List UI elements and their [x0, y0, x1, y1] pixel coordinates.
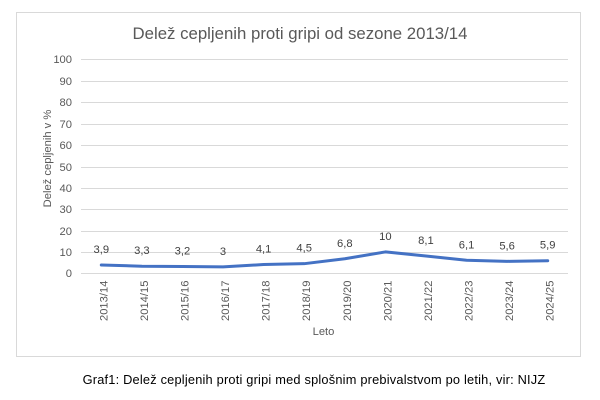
svg-text:10: 10 — [379, 231, 391, 243]
svg-text:6,1: 6,1 — [459, 239, 475, 251]
svg-text:5,9: 5,9 — [540, 240, 556, 252]
svg-text:10: 10 — [60, 247, 72, 259]
svg-text:80: 80 — [60, 97, 72, 109]
svg-text:2024/25: 2024/25 — [545, 281, 557, 321]
svg-text:20: 20 — [60, 226, 72, 238]
svg-text:2014/15: 2014/15 — [139, 281, 151, 321]
svg-text:4,5: 4,5 — [296, 243, 312, 255]
svg-text:50: 50 — [60, 162, 72, 174]
svg-text:4,1: 4,1 — [256, 244, 272, 256]
svg-text:3,2: 3,2 — [175, 245, 191, 257]
svg-text:90: 90 — [60, 76, 72, 88]
svg-text:2018/19: 2018/19 — [301, 281, 313, 321]
svg-text:Delež cepljenih v %: Delež cepljenih v % — [42, 110, 54, 208]
svg-text:30: 30 — [60, 204, 72, 216]
svg-text:60: 60 — [60, 140, 72, 152]
svg-text:3,3: 3,3 — [134, 245, 150, 257]
svg-text:2015/16: 2015/16 — [179, 281, 191, 321]
svg-text:2023/24: 2023/24 — [504, 281, 516, 321]
svg-text:40: 40 — [60, 183, 72, 195]
svg-text:2020/21: 2020/21 — [382, 281, 394, 321]
svg-text:2017/18: 2017/18 — [261, 281, 273, 321]
svg-text:2021/22: 2021/22 — [423, 281, 435, 321]
svg-text:Leto: Leto — [313, 326, 335, 338]
svg-text:Delež cepljenih proti gripi od: Delež cepljenih proti gripi od sezone 20… — [133, 24, 468, 43]
svg-text:2013/14: 2013/14 — [98, 281, 110, 321]
svg-text:3: 3 — [220, 246, 226, 258]
svg-text:2022/23: 2022/23 — [464, 281, 476, 321]
svg-text:3,9: 3,9 — [94, 244, 110, 256]
svg-text:5,6: 5,6 — [499, 240, 515, 252]
svg-text:0: 0 — [66, 268, 72, 280]
svg-text:6,8: 6,8 — [337, 238, 353, 250]
svg-text:2016/17: 2016/17 — [220, 281, 232, 321]
svg-text:70: 70 — [60, 119, 72, 131]
svg-text:2019/20: 2019/20 — [342, 281, 354, 321]
svg-text:Graf1: Delež cepljenih proti g: Graf1: Delež cepljenih proti gripi med s… — [83, 372, 546, 387]
svg-text:8,1: 8,1 — [418, 235, 434, 247]
svg-text:100: 100 — [53, 54, 72, 66]
